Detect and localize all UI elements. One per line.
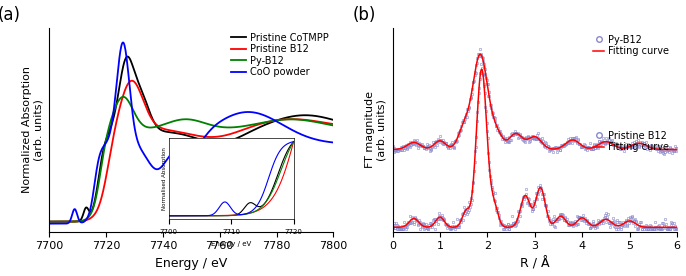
CoO powder xyxy=(45,222,54,225)
Py-B12 xyxy=(329,124,338,127)
Py-B12 xyxy=(45,220,54,223)
Legend: Pristine CoTMPP, Pristine B12, Py-B12, CoO powder: Pristine CoTMPP, Pristine B12, Py-B12, C… xyxy=(231,33,329,77)
Y-axis label: FT magnitude
(arb. units): FT magnitude (arb. units) xyxy=(366,91,387,168)
Pristine CoTMPP xyxy=(95,171,104,174)
Pristine B12 xyxy=(95,203,104,206)
X-axis label: R / Å: R / Å xyxy=(520,257,549,270)
CoO powder xyxy=(119,41,127,44)
Y-axis label: Normalized Absorption
(arb. units): Normalized Absorption (arb. units) xyxy=(22,66,43,193)
Pristine CoTMPP xyxy=(118,70,126,73)
Py-B12 xyxy=(213,125,222,128)
Pristine CoTMPP xyxy=(259,124,268,127)
Pristine CoTMPP xyxy=(329,118,338,122)
Py-B12 xyxy=(118,95,126,99)
Line: CoO powder: CoO powder xyxy=(49,43,333,224)
Py-B12 xyxy=(95,177,104,181)
Py-B12 xyxy=(259,121,268,124)
Py-B12 xyxy=(174,118,182,122)
Line: Py-B12: Py-B12 xyxy=(49,97,333,222)
Pristine B12 xyxy=(235,129,244,133)
Text: (a): (a) xyxy=(0,6,21,24)
Pristine B12 xyxy=(45,220,54,223)
Pristine CoTMPP xyxy=(213,141,222,144)
Py-B12 xyxy=(235,125,244,128)
CoO powder xyxy=(235,111,244,115)
Pristine CoTMPP xyxy=(174,132,182,135)
Pristine B12 xyxy=(174,130,182,134)
CoO powder xyxy=(174,148,182,152)
CoO powder xyxy=(329,141,338,144)
CoO powder xyxy=(213,122,222,126)
Pristine CoTMPP xyxy=(45,220,54,223)
CoO powder xyxy=(259,113,268,117)
X-axis label: Energy / eV: Energy / eV xyxy=(155,257,227,270)
Pristine B12 xyxy=(118,97,126,100)
Pristine B12 xyxy=(259,121,268,125)
Pristine B12 xyxy=(329,123,338,126)
CoO powder xyxy=(95,155,104,158)
Pristine CoTMPP xyxy=(235,135,244,139)
CoO powder xyxy=(118,42,126,45)
Pristine B12 xyxy=(213,135,222,138)
Pristine B12 xyxy=(128,79,137,82)
Legend: Pristine B12, Fitting curve: Pristine B12, Fitting curve xyxy=(593,131,670,152)
Line: Pristine CoTMPP: Pristine CoTMPP xyxy=(49,57,333,222)
Text: (b): (b) xyxy=(353,6,376,24)
Line: Pristine B12: Pristine B12 xyxy=(49,81,333,222)
Py-B12 xyxy=(119,95,127,99)
Pristine CoTMPP xyxy=(123,55,132,58)
